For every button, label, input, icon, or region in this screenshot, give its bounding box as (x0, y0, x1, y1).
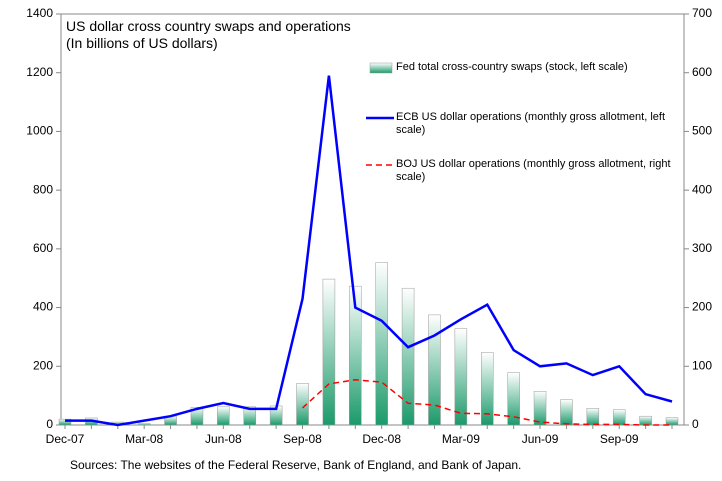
bar (190, 407, 204, 426)
bar (454, 328, 468, 426)
bar (58, 418, 72, 426)
line (302, 379, 672, 426)
y2-tick-label: 100 (692, 358, 712, 372)
x-tick-label: Mar-08 (125, 432, 163, 446)
y2-tick-label: 600 (692, 65, 712, 79)
y-tick-label: 1200 (26, 65, 53, 79)
y-tick-label: 200 (33, 358, 53, 372)
x-tick-label: Jun-08 (205, 432, 242, 446)
chart-title: US dollar cross country swaps and operat… (66, 18, 351, 52)
bar (243, 406, 256, 426)
line (65, 75, 673, 427)
legend-label: Fed total cross-country swaps (stock, le… (396, 61, 628, 73)
x-tick-label: Mar-09 (442, 432, 480, 446)
bar (428, 314, 441, 426)
bar (612, 409, 626, 426)
y-tick-label: 1000 (26, 124, 53, 138)
y-tick-label: 0 (46, 417, 53, 431)
bar (296, 383, 309, 426)
plot-frame (60, 13, 685, 426)
title: US dollar cross country swaps and operat… (66, 18, 351, 34)
x-tick-label: Dec-08 (362, 432, 401, 446)
bar (349, 285, 362, 426)
y2-tick-label: 400 (692, 182, 712, 196)
bar (533, 390, 547, 426)
subtitle: (In billions of US dollars) (66, 35, 218, 51)
bar (560, 399, 573, 426)
y2-tick-label: 500 (692, 124, 712, 138)
bar (507, 372, 520, 426)
bar (217, 406, 230, 426)
legend-label: ECB US dollar operations (monthly gross … (396, 111, 666, 136)
y2-tick-label: 200 (692, 300, 712, 314)
legend-label: BOJ US dollar operations (monthly gross … (396, 158, 671, 183)
y-tick-label: 800 (33, 182, 53, 196)
x-tick-label: Dec-07 (46, 432, 85, 446)
bar (401, 287, 415, 426)
bar (375, 262, 388, 426)
x-tick-label: Jun-09 (522, 432, 559, 446)
bar (322, 278, 336, 426)
y-tick-label: 1400 (26, 6, 53, 20)
y-tick-label: 600 (33, 241, 53, 255)
x-tick-label: Sep-09 (600, 432, 639, 446)
bar (137, 423, 151, 426)
bar (586, 408, 600, 426)
y2-tick-label: 700 (692, 6, 712, 20)
y2-tick-label: 300 (692, 241, 712, 255)
y2-tick-label: 0 (692, 417, 699, 431)
bar (481, 352, 494, 426)
bar (665, 417, 679, 426)
y-tick-label: 400 (33, 300, 53, 314)
x-tick-label: Sep-08 (283, 432, 322, 446)
bar (639, 415, 652, 426)
legend-swatch (369, 62, 393, 74)
source: Sources: The websites of the Federal Res… (70, 458, 522, 472)
